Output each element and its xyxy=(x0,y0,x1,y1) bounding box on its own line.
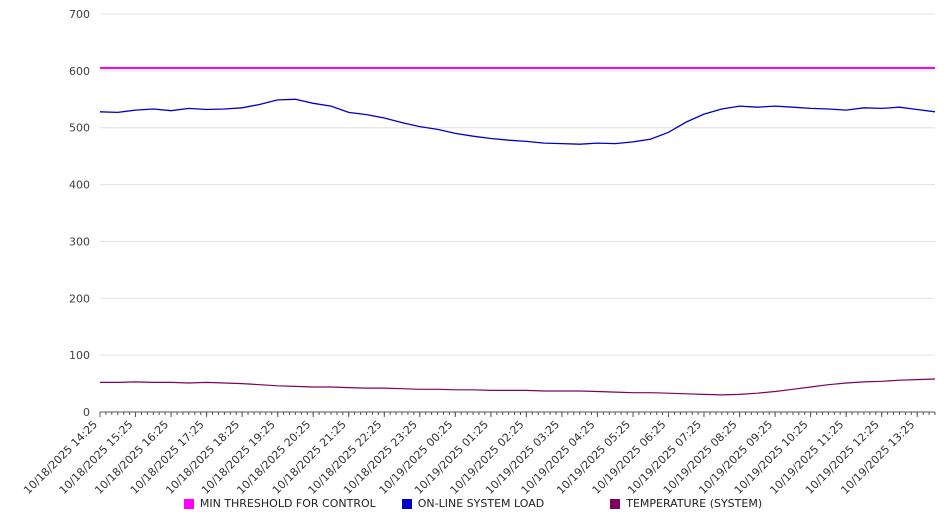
legend-item-min-threshold: MIN THRESHOLD FOR CONTROL xyxy=(183,497,376,510)
svg-text:200: 200 xyxy=(69,292,90,305)
legend-swatch-min-threshold-icon xyxy=(183,498,194,509)
legend-label-min-threshold: MIN THRESHOLD FOR CONTROL xyxy=(199,497,376,510)
svg-text:600: 600 xyxy=(69,65,90,78)
legend-label-temperature: TEMPERATURE (SYSTEM) xyxy=(626,497,763,510)
svg-text:100: 100 xyxy=(69,349,90,362)
legend-item-online-system-load: ON-LINE SYSTEM LOAD xyxy=(401,497,545,510)
svg-text:500: 500 xyxy=(69,122,90,135)
legend: MIN THRESHOLD FOR CONTROL ON-LINE SYSTEM… xyxy=(0,497,946,510)
svg-text:400: 400 xyxy=(69,179,90,192)
svg-text:700: 700 xyxy=(69,8,90,21)
svg-text:0: 0 xyxy=(83,406,90,419)
svg-text:300: 300 xyxy=(69,235,90,248)
legend-label-online-system-load: ON-LINE SYSTEM LOAD xyxy=(417,497,545,510)
legend-swatch-temperature-icon xyxy=(610,498,621,509)
legend-swatch-online-system-load-icon xyxy=(401,498,412,509)
legend-item-temperature: TEMPERATURE (SYSTEM) xyxy=(610,497,762,510)
